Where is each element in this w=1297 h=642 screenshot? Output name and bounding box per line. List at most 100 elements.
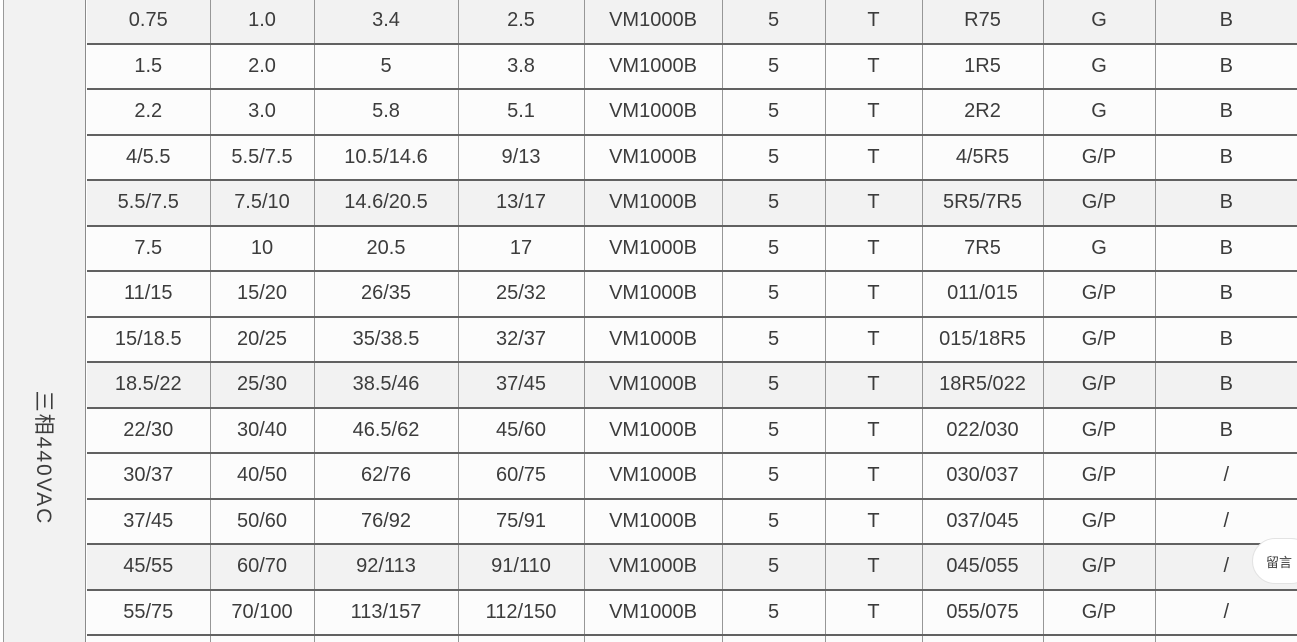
table-cell: 022/030 [921, 406, 1043, 453]
table-cell: G/P [1042, 315, 1155, 362]
table-cell: 50/60 [209, 497, 314, 544]
table-cell: 37/45 [87, 497, 210, 544]
table-cell: 4/5.5 [87, 133, 210, 180]
table-cell [1042, 634, 1155, 642]
table-cell: 62/76 [313, 452, 458, 499]
table-cell: G/P [1042, 452, 1155, 499]
table-cell: 5 [721, 133, 825, 180]
table-row: 7.5 10 20.5 17 VM1000B 5 T 7R5 G B [87, 224, 1297, 271]
table-cell: G/P [1042, 361, 1155, 408]
table-cell: 13/17 [457, 179, 584, 226]
table-row: 5.5/7.5 7.5/10 14.6/20.5 13/17 VM1000B 5 T 5R5/… [87, 179, 1297, 226]
table-cell: 25/32 [457, 270, 584, 317]
table-cell [583, 634, 722, 642]
table-cell [921, 634, 1043, 642]
table-cell: / [1154, 452, 1297, 499]
table-cell: 055/075 [921, 588, 1043, 635]
table-cell: 2.0 [209, 42, 314, 89]
table-cell: 10 [209, 224, 314, 271]
table-cell: 7.5/10 [209, 179, 314, 226]
table-cell: G [1042, 0, 1155, 44]
table-cell: 25/30 [209, 361, 314, 408]
table-cell [209, 634, 314, 642]
table-cell: T [824, 42, 922, 89]
table-cell: 5 [721, 42, 825, 89]
table-cell: G [1042, 88, 1155, 135]
table-cell [721, 634, 825, 642]
table-cell: G/P [1042, 133, 1155, 180]
table-row: 18.5/22 25/30 38.5/46 37/45 VM1000B 5 T 18R5/02… [87, 361, 1297, 408]
table-cell: 46.5/62 [313, 406, 458, 453]
table-cell: 5 [721, 88, 825, 135]
table-cell [824, 634, 922, 642]
table-cell: VM1000B [583, 0, 722, 44]
table-cell: VM1000B [583, 88, 722, 135]
table-cell: 40/50 [209, 452, 314, 499]
table-cell: G [1042, 224, 1155, 271]
table-cell: 045/055 [921, 543, 1043, 590]
table-cell: T [824, 406, 922, 453]
table-cell: 76/92 [313, 497, 458, 544]
table-cell: VM1000B [583, 543, 722, 590]
table-cell: 011/015 [921, 270, 1043, 317]
table-cell: 5 [721, 361, 825, 408]
table-cell: 5 [721, 452, 825, 499]
table-cell: 5 [721, 179, 825, 226]
table-cell: B [1154, 42, 1297, 89]
table-cell: VM1000B [583, 588, 722, 635]
table-row: 0.75 1.0 3.4 2.5 VM1000B 5 T R75 G B [87, 0, 1297, 44]
table-cell: 3.4 [313, 0, 458, 44]
spec-table: 0.75 1.0 3.4 2.5 VM1000B 5 T R75 G B 1.5 2.0 5 3.8 VM1… [87, 0, 1297, 642]
voltage-group-label: 三相440VAC [31, 390, 55, 526]
table-cell: 7.5 [87, 224, 210, 271]
table-cell: 7R5 [921, 224, 1043, 271]
message-badge[interactable]: 留言 [1252, 538, 1297, 584]
table-cell: B [1154, 179, 1297, 226]
table-row-partial [87, 634, 1297, 642]
table-cell: 15/18.5 [87, 315, 210, 362]
table-cell: VM1000B [583, 315, 722, 362]
table-cell: 5 [721, 315, 825, 362]
table-cell: 5 [313, 42, 458, 89]
table-cell: T [824, 361, 922, 408]
table-cell: 26/35 [313, 270, 458, 317]
table-cell: 5R5/7R5 [921, 179, 1043, 226]
table-cell: 30/40 [209, 406, 314, 453]
table-cell: 30/37 [87, 452, 210, 499]
table-cell: 32/37 [457, 315, 584, 362]
table-row: 2.2 3.0 5.8 5.1 VM1000B 5 T 2R2 G B [87, 88, 1297, 135]
table-cell: 18.5/22 [87, 361, 210, 408]
table-cell: B [1154, 361, 1297, 408]
table-cell: / [1154, 588, 1297, 635]
table-cell: T [824, 133, 922, 180]
table-cell: T [824, 497, 922, 544]
table-cell: 20.5 [313, 224, 458, 271]
table-cell: B [1154, 88, 1297, 135]
table-cell: 4/5R5 [921, 133, 1043, 180]
table-cell: 60/70 [209, 543, 314, 590]
table-cell: 3.0 [209, 88, 314, 135]
table-cell: G [1042, 42, 1155, 89]
table-cell: VM1000B [583, 179, 722, 226]
table-cell: 20/25 [209, 315, 314, 362]
table-cell: G/P [1042, 270, 1155, 317]
table-row: 45/55 60/70 92/113 91/110 VM1000B 5 T 045/055 G/… [87, 543, 1297, 590]
table-cell: 75/91 [457, 497, 584, 544]
table-cell: / [1154, 497, 1297, 544]
table-cell: 1.0 [209, 0, 314, 44]
table-cell: 9/13 [457, 133, 584, 180]
table-cell: 35/38.5 [313, 315, 458, 362]
table-cell: B [1154, 270, 1297, 317]
table-cell [457, 634, 584, 642]
table-cell: 5 [721, 224, 825, 271]
voltage-group-cell: 三相440VAC [3, 0, 86, 642]
table-cell: VM1000B [583, 42, 722, 89]
table-cell: 5 [721, 543, 825, 590]
table-cell: 2.5 [457, 0, 584, 44]
table-cell: G/P [1042, 543, 1155, 590]
table-cell: B [1154, 315, 1297, 362]
table-cell: VM1000B [583, 270, 722, 317]
table-cell [1154, 634, 1297, 642]
table-cell: 5.5/7.5 [87, 179, 210, 226]
